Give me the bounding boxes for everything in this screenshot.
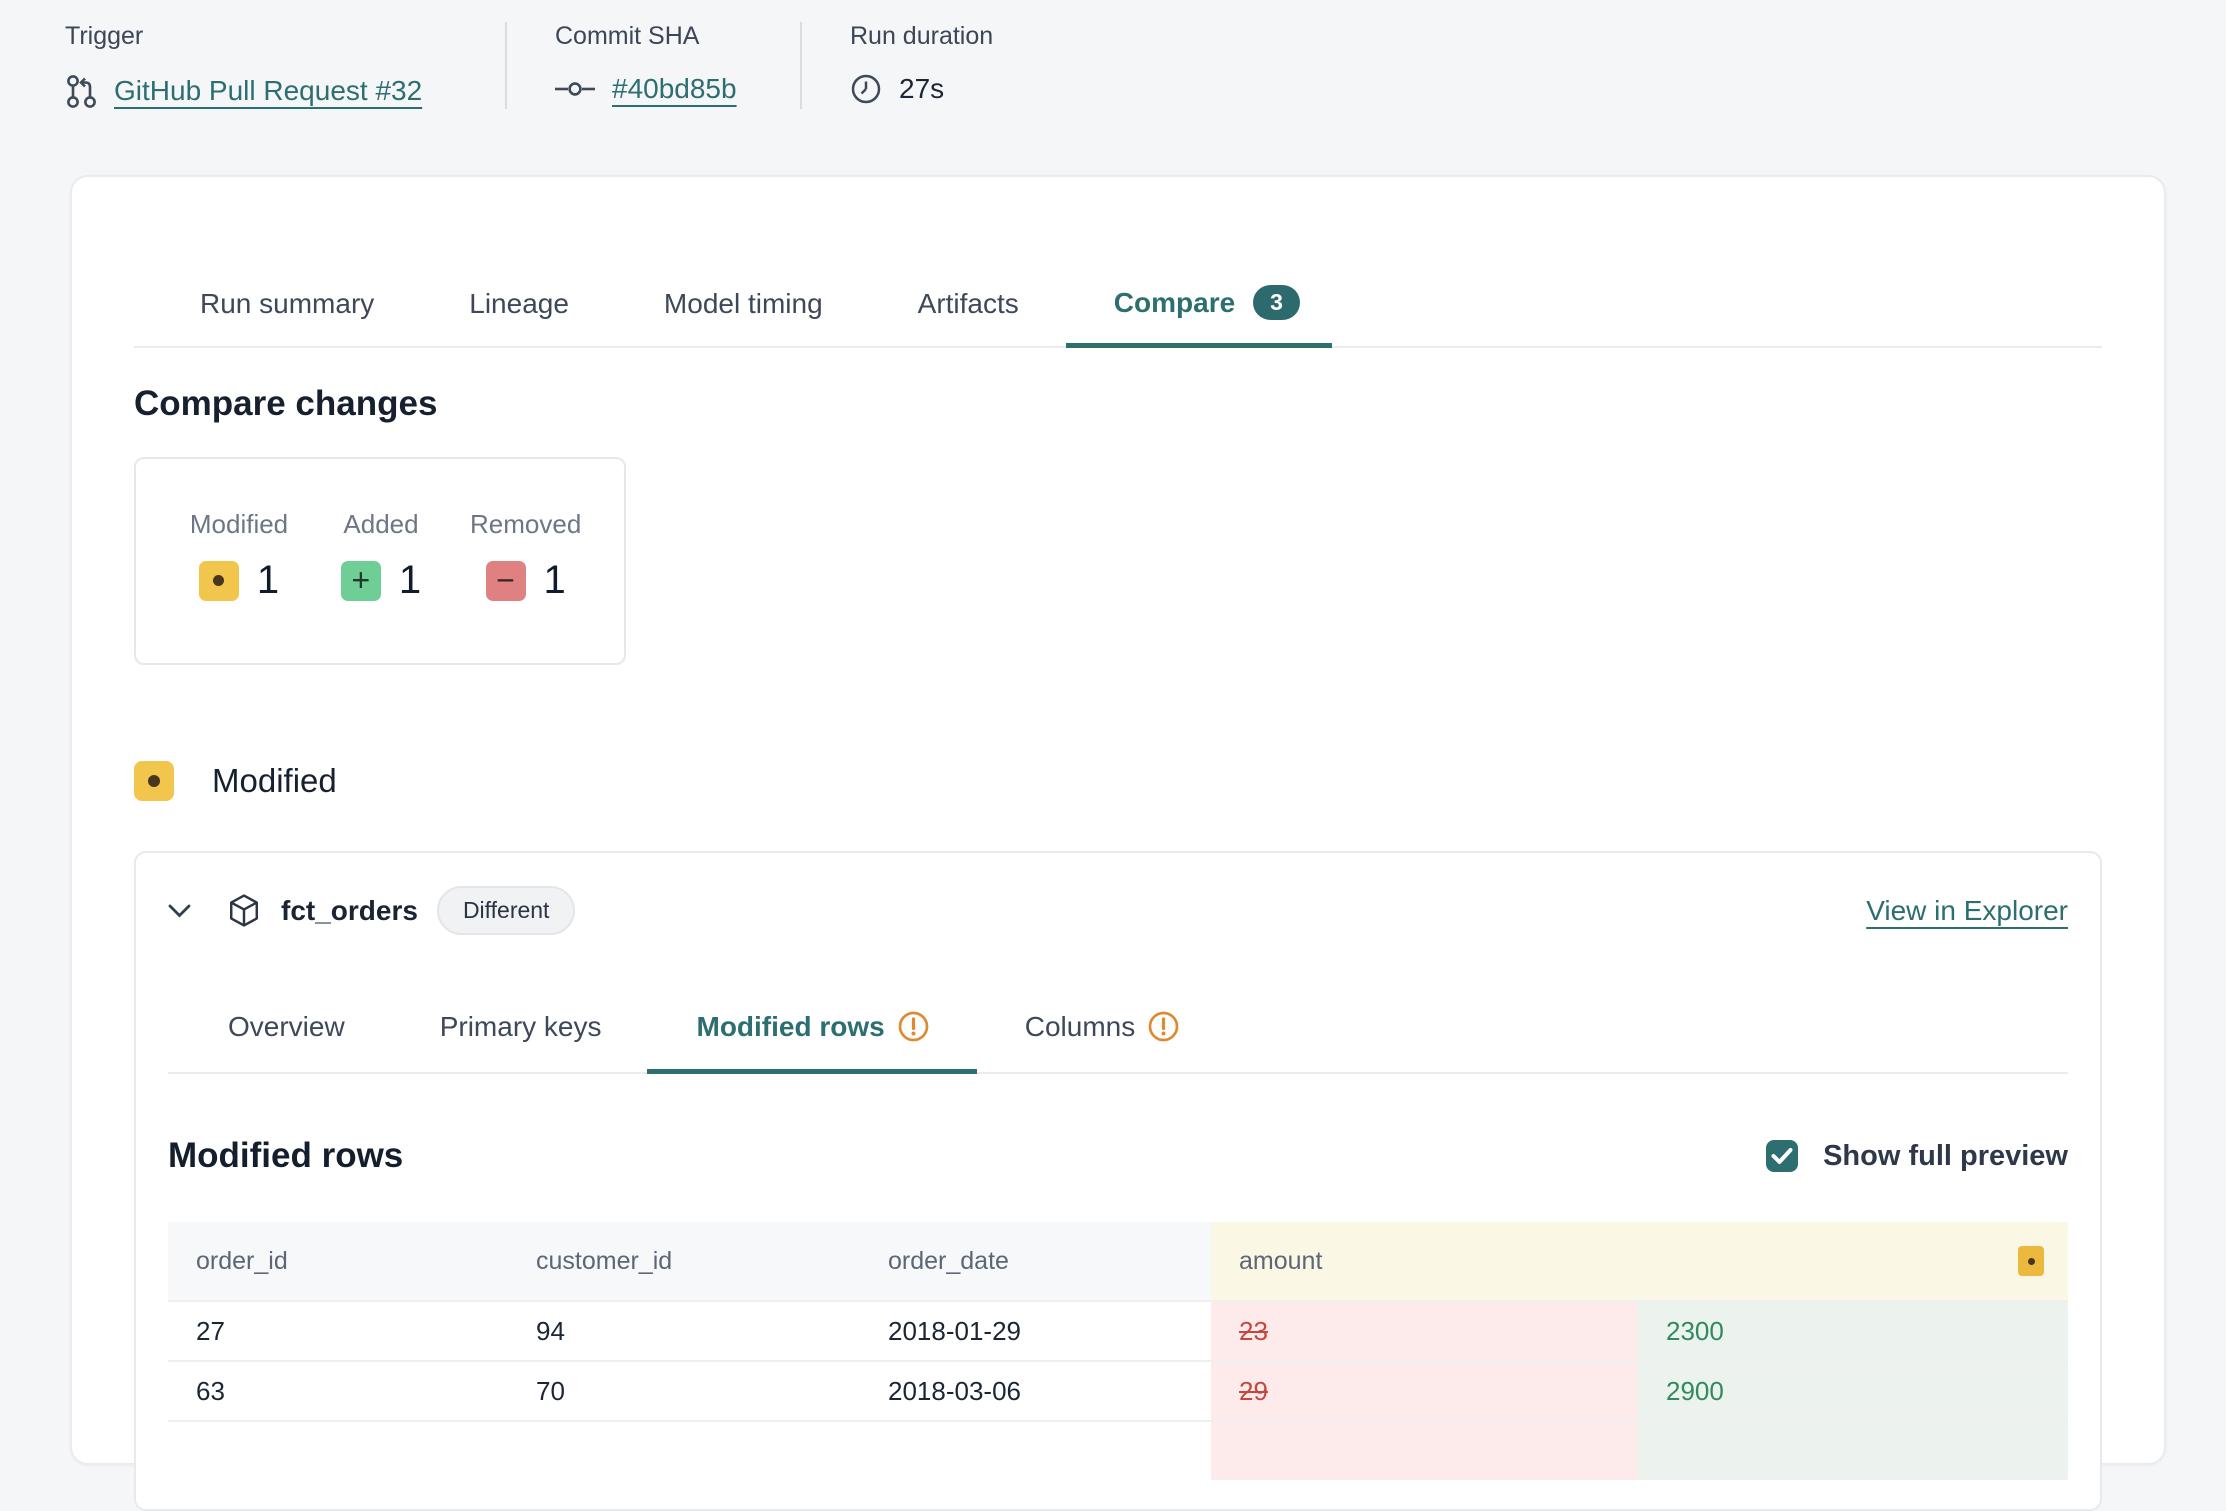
modified-group-title: Modified xyxy=(212,762,337,799)
show-full-preview-label: Show full preview xyxy=(1823,1139,2068,1172)
run-details-card: Run summary Lineage Model timing Artifac… xyxy=(70,175,2166,1511)
tab-lineage[interactable]: Lineage xyxy=(469,288,569,319)
column-header-amount: amount xyxy=(1211,1222,2068,1300)
commit-section: Commit SHA #40bd85b xyxy=(505,22,800,109)
tab-model-timing[interactable]: Model timing xyxy=(663,288,823,319)
column-header-order-date: order_date xyxy=(860,1222,1211,1300)
model-tab-bar: Overview Primary keys Modified rows Colu… xyxy=(168,1010,2068,1074)
chevron-down-icon[interactable] xyxy=(168,904,191,918)
compare-summary-box: Modified 1 Added + 1 Removed − 1 xyxy=(134,457,626,665)
tab-compare[interactable]: Compare 3 xyxy=(1065,285,1333,348)
trigger-label: Trigger xyxy=(65,22,144,50)
column-header-customer-id: customer_id xyxy=(508,1222,860,1300)
column-header-order-id: order_id xyxy=(168,1222,508,1300)
commit-label: Commit SHA xyxy=(555,22,700,50)
tab-artifacts[interactable]: Artifacts xyxy=(917,288,1019,319)
model-card-header: fct_orders Different View in Explorer xyxy=(168,886,2068,935)
old-amount-cell: 23 xyxy=(1211,1302,1638,1360)
modified-rows-table: order_id customer_id order_date amount 2… xyxy=(168,1222,2068,1480)
tab-modified-rows[interactable]: Modified rows xyxy=(646,1010,978,1074)
tab-overview[interactable]: Overview xyxy=(228,1010,345,1042)
model-name: fct_orders xyxy=(281,894,418,926)
show-full-preview-toggle[interactable]: Show full preview xyxy=(1766,1140,2068,1173)
compare-changes-title: Compare changes xyxy=(134,384,438,423)
stat-removed: Removed − 1 xyxy=(470,509,582,602)
view-in-explorer-link[interactable]: View in Explorer xyxy=(1866,894,2068,926)
new-amount-cell: 2900 xyxy=(1638,1362,2068,1420)
tab-run-summary[interactable]: Run summary xyxy=(200,288,375,319)
modified-rows-header: Modified rows Show full preview xyxy=(168,1134,2068,1178)
table-header-row: order_id customer_id order_date amount xyxy=(168,1222,2068,1300)
trigger-section: Trigger GitHub Pull Request #32 xyxy=(65,22,505,109)
status-badge: Different xyxy=(436,886,576,935)
duration-section: Run duration 27s xyxy=(800,22,1023,109)
modified-icon xyxy=(198,560,239,601)
duration-label: Run duration xyxy=(850,22,994,50)
clock-icon xyxy=(850,73,882,105)
removed-count: 1 xyxy=(543,558,566,602)
warning-icon xyxy=(897,1010,930,1043)
pull-request-icon xyxy=(65,73,97,109)
model-card-fct-orders: fct_orders Different View in Explorer Ov… xyxy=(134,851,2102,1511)
modified-count: 1 xyxy=(256,558,280,602)
compare-count-badge: 3 xyxy=(1253,285,1300,320)
stat-modified: Modified 1 xyxy=(189,509,289,602)
warning-icon xyxy=(1147,1010,1180,1043)
new-amount-cell xyxy=(1638,1422,2068,1480)
duration-value: 27s xyxy=(899,73,945,104)
old-amount-cell: 29 xyxy=(1211,1362,1638,1420)
removed-icon: − xyxy=(485,560,526,601)
table-row: 63 70 2018-03-06 29 2900 xyxy=(168,1360,2068,1420)
trigger-link[interactable]: GitHub Pull Request #32 xyxy=(114,75,423,106)
main-tab-bar: Run summary Lineage Model timing Artifac… xyxy=(134,177,2102,348)
tab-columns[interactable]: Columns xyxy=(1025,1010,1180,1072)
new-amount-cell: 2300 xyxy=(1638,1302,2068,1360)
run-meta-bar: Trigger GitHub Pull Request #32 Commit S… xyxy=(65,22,1023,109)
checkbox-checked-icon[interactable] xyxy=(1766,1140,1799,1172)
model-cube-icon xyxy=(229,894,259,927)
table-row: 27 94 2018-01-29 23 2300 xyxy=(168,1300,2068,1360)
table-row xyxy=(168,1420,2068,1480)
added-count: 1 xyxy=(398,558,422,602)
stat-added: Added + 1 xyxy=(328,509,434,663)
modified-group-header: Modified xyxy=(134,761,2102,801)
commit-sha-link[interactable]: #40bd85b xyxy=(612,73,737,104)
modified-column-marker-icon xyxy=(2018,1246,2044,1276)
modified-rows-title: Modified rows xyxy=(168,1136,404,1175)
old-amount-cell xyxy=(1211,1422,1638,1480)
modified-icon xyxy=(134,761,174,801)
commit-icon xyxy=(555,79,595,99)
added-icon: + xyxy=(340,560,381,601)
tab-primary-keys[interactable]: Primary keys xyxy=(439,1010,602,1042)
